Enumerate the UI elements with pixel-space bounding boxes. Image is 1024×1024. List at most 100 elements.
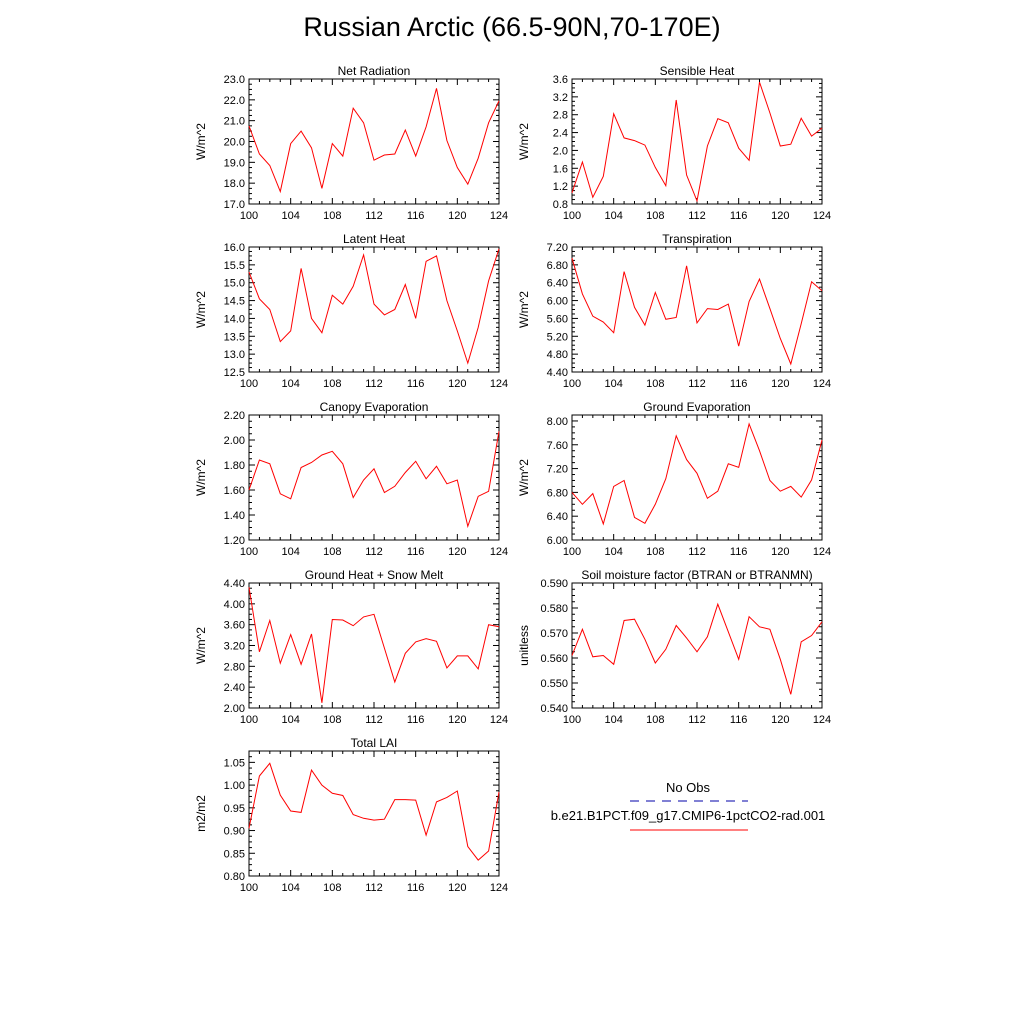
panel-3-xtick-label: 104 bbox=[604, 378, 622, 390]
panel-3-ytick-label: 4.40 bbox=[547, 367, 568, 379]
panel-1-xtick-label: 120 bbox=[771, 210, 789, 222]
panel-6-ytick-label: 4.00 bbox=[224, 599, 245, 611]
panel-6-ylabel: W/m^2 bbox=[194, 627, 208, 664]
panel-2-ytick-label: 13.5 bbox=[224, 331, 245, 343]
panel-4-frame bbox=[248, 414, 500, 541]
panel-6-xtick-label: 116 bbox=[407, 714, 425, 726]
panel-2-ytick-label: 15.0 bbox=[224, 278, 245, 290]
panel-8-ylabel: m2/m2 bbox=[194, 795, 208, 832]
panel-0-ylabel: W/m^2 bbox=[194, 123, 208, 160]
panel-5-ylabel: W/m^2 bbox=[517, 459, 531, 496]
panel-6-ytick-label: 2.40 bbox=[224, 682, 245, 694]
panel-7-xtick-label: 108 bbox=[646, 714, 664, 726]
panel-0-series-line bbox=[248, 88, 500, 194]
panel-0-ytick-label: 21.0 bbox=[224, 116, 245, 128]
panel-6-ytick-label: 3.60 bbox=[224, 620, 245, 632]
panel-0-xtick-label: 116 bbox=[407, 210, 425, 222]
panel-7-xtick-label: 116 bbox=[730, 714, 748, 726]
panel-7-xtick-label: 112 bbox=[688, 714, 706, 726]
panel-1-xtick-label: 108 bbox=[646, 210, 664, 222]
panel-2-xtick-label: 124 bbox=[490, 378, 508, 390]
panel-1-title: Sensible Heat bbox=[660, 64, 735, 78]
panel-8-xtick-label: 120 bbox=[448, 882, 466, 894]
panel-3-xtick-label: 116 bbox=[730, 378, 748, 390]
panel-6-xtick-label: 100 bbox=[240, 714, 258, 726]
panel-7-ytick-label: 0.570 bbox=[540, 628, 568, 640]
panel-0-ytick-label: 19.0 bbox=[224, 157, 245, 169]
panel-3-xtick-label: 112 bbox=[688, 378, 706, 390]
panel-2-ytick-label: 15.5 bbox=[224, 260, 245, 272]
panel-5-xtick-label: 108 bbox=[646, 546, 664, 558]
panel-7-xtick-label: 120 bbox=[771, 714, 789, 726]
panel-4-xtick-label: 100 bbox=[240, 546, 258, 558]
figure-title: Russian Arctic (66.5-90N,70-170E) bbox=[303, 12, 721, 42]
panel-8-title: Total LAI bbox=[351, 736, 398, 750]
panel-0-xtick-label: 104 bbox=[281, 210, 299, 222]
panel-1-xtick-label: 100 bbox=[563, 210, 581, 222]
panel-0-xtick-label: 108 bbox=[323, 210, 341, 222]
panel-5-xtick-label: 120 bbox=[771, 546, 789, 558]
panel-1-ytick-label: 1.2 bbox=[553, 181, 568, 193]
panel-4-ytick-label: 1.20 bbox=[224, 535, 245, 547]
panel-1-ytick-label: 2.0 bbox=[553, 145, 568, 157]
panel-5-ytick-label: 7.60 bbox=[547, 440, 568, 452]
panel-6-ytick-label: 2.00 bbox=[224, 703, 245, 715]
panel-3-xtick-label: 100 bbox=[563, 378, 581, 390]
panel-2-title: Latent Heat bbox=[343, 232, 406, 246]
panel-8-ytick-label: 1.00 bbox=[224, 780, 245, 792]
legend-obs-label: No Obs bbox=[666, 780, 711, 795]
panel-1-xtick-label: 116 bbox=[730, 210, 748, 222]
panel-4-ytick-label: 1.40 bbox=[224, 510, 245, 522]
panel-1-ytick-label: 1.6 bbox=[553, 163, 568, 175]
panel-3-ytick-label: 6.40 bbox=[547, 278, 568, 290]
panel-2-ytick-label: 14.5 bbox=[224, 296, 245, 308]
panel-5-series-line bbox=[571, 422, 823, 526]
panel-7-ytick-label: 0.590 bbox=[540, 578, 568, 590]
panel-5-xtick-label: 124 bbox=[813, 546, 831, 558]
panel-2-xtick-label: 104 bbox=[281, 378, 299, 390]
panel-0-ytick-label: 20.0 bbox=[224, 137, 245, 149]
panel-7-title: Soil moisture factor (BTRAN or BTRANMN) bbox=[581, 568, 812, 582]
panel-3-ytick-label: 4.80 bbox=[547, 349, 568, 361]
panel-8-xtick-label: 104 bbox=[281, 882, 299, 894]
panel-4-series-line bbox=[248, 431, 500, 529]
panel-0-xtick-label: 124 bbox=[490, 210, 508, 222]
panel-2-ytick-label: 14.0 bbox=[224, 313, 245, 325]
panel-5-ytick-label: 6.80 bbox=[547, 487, 568, 499]
panel-4-xtick-label: 108 bbox=[323, 546, 341, 558]
panel-5-xtick-label: 112 bbox=[688, 546, 706, 558]
panel-3-xtick-label: 124 bbox=[813, 378, 831, 390]
panel-0-ytick-label: 18.0 bbox=[224, 178, 245, 190]
panel-7-series-line bbox=[571, 602, 823, 695]
panel-8-xtick-label: 116 bbox=[407, 882, 425, 894]
panel-7-xtick-label: 100 bbox=[563, 714, 581, 726]
panel-6-title: Ground Heat + Snow Melt bbox=[305, 568, 444, 582]
panel-1-ytick-label: 2.4 bbox=[553, 128, 568, 140]
panel-8-ytick-label: 0.80 bbox=[224, 871, 245, 883]
panel-2-ytick-label: 12.5 bbox=[224, 367, 245, 379]
panel-1-xtick-label: 104 bbox=[604, 210, 622, 222]
panel-1-ytick-label: 3.2 bbox=[553, 92, 568, 104]
panel-3-ytick-label: 6.80 bbox=[547, 260, 568, 272]
panel-5-ytick-label: 6.00 bbox=[547, 535, 568, 547]
panel-6-xtick-label: 108 bbox=[323, 714, 341, 726]
panel-4-xtick-label: 104 bbox=[281, 546, 299, 558]
legend-model-label: b.e21.B1PCT.f09_g17.CMIP6-1pctCO2-rad.00… bbox=[551, 808, 826, 823]
panel-6-xtick-label: 120 bbox=[448, 714, 466, 726]
panel-8-ytick-label: 1.05 bbox=[224, 757, 245, 769]
panel-1-series-line bbox=[571, 81, 823, 203]
panel-8-xtick-label: 100 bbox=[240, 882, 258, 894]
panel-0-title: Net Radiation bbox=[338, 64, 411, 78]
panel-0-ytick-label: 17.0 bbox=[224, 199, 245, 211]
panel-1-ytick-label: 3.6 bbox=[553, 74, 568, 86]
panel-6-xtick-label: 124 bbox=[490, 714, 508, 726]
panel-4-xtick-label: 124 bbox=[490, 546, 508, 558]
panel-1-ytick-label: 0.8 bbox=[553, 199, 568, 211]
panel-8-ytick-label: 0.90 bbox=[224, 826, 245, 838]
panel-4-ytick-label: 1.60 bbox=[224, 485, 245, 497]
panel-1-ylabel: W/m^2 bbox=[517, 123, 531, 160]
panel-3-ytick-label: 5.60 bbox=[547, 313, 568, 325]
panel-4-xtick-label: 120 bbox=[448, 546, 466, 558]
